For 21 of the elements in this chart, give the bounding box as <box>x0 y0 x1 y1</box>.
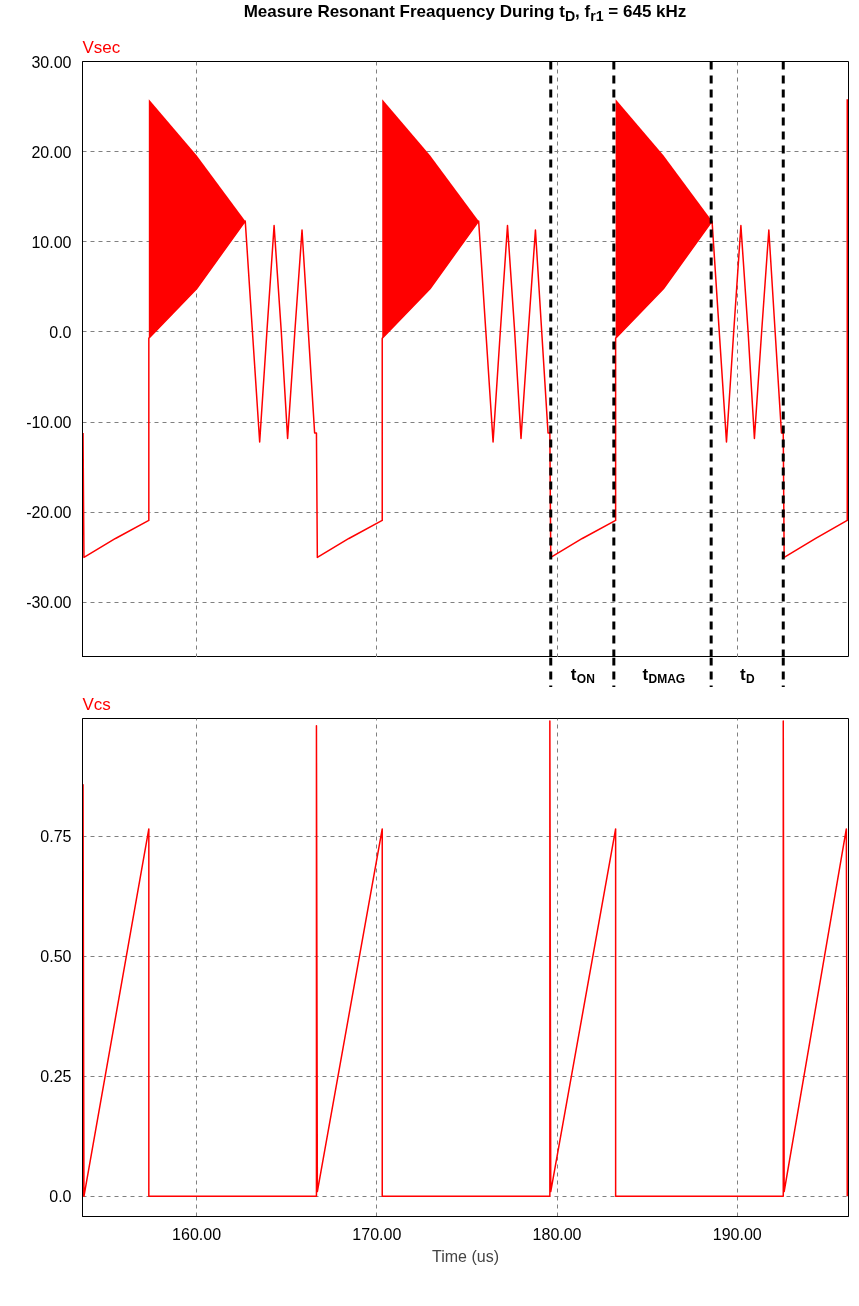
y-tick-label: 0.75 <box>40 828 72 846</box>
line-series <box>82 720 848 1198</box>
y-tick-label: 30.00 <box>31 53 72 71</box>
y-tick-label: -10.00 <box>26 414 72 432</box>
y-tick-label: 0.0 <box>49 1188 72 1206</box>
y-tick-label: -20.00 <box>26 504 72 522</box>
y-tick-label: 0.25 <box>40 1068 72 1086</box>
chart-title: Measure Resonant Freaquency During t$_{D}$, f$_{r1}$ = 645 kHz <box>242 1 688 27</box>
y-tick-label: 10.00 <box>31 233 72 251</box>
x-tick-label: 170.00 <box>352 1225 402 1243</box>
text: Vsec <box>82 37 121 57</box>
x-tick-label: 180.00 <box>532 1225 582 1243</box>
x-tick-label: 160.00 <box>172 1225 222 1243</box>
y-tick-label: -30.00 <box>26 594 72 612</box>
line-series <box>82 98 848 559</box>
text: Vcs <box>82 694 111 714</box>
y-tick-label: 0.0 <box>49 324 72 341</box>
x-axis-title: Time (us) <box>432 1247 499 1265</box>
y-tick-label: 0.50 <box>40 948 72 966</box>
x-tick-label: 190.00 <box>712 1225 762 1243</box>
y-tick-label: 20.00 <box>31 143 72 161</box>
